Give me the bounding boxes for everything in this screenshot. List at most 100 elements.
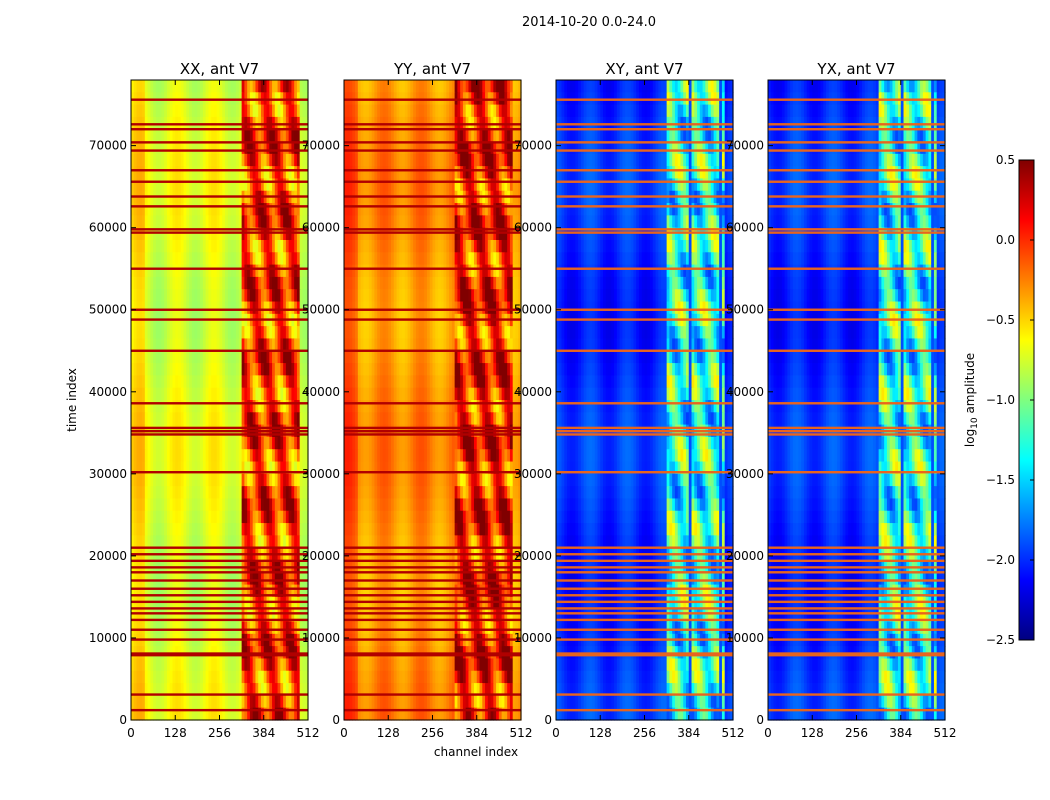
heatmap-cell	[236, 276, 240, 290]
heatmap-cell	[166, 153, 171, 167]
heatmap-cell	[211, 326, 215, 340]
heatmap-cell	[299, 104, 304, 118]
heatmap-cell	[164, 141, 168, 155]
heatmap-cell	[172, 215, 176, 229]
heatmap-cell	[244, 301, 248, 315]
heatmap-cell	[208, 178, 212, 192]
heatmap-cell	[230, 153, 234, 167]
heatmap-cell	[153, 363, 157, 376]
heatmap-cell	[202, 387, 207, 401]
heatmap-cell	[178, 510, 182, 524]
heatmap-cell	[255, 609, 259, 623]
heatmap-cell	[260, 166, 265, 180]
heatmap-cell	[153, 227, 157, 241]
heatmap-cell	[133, 350, 138, 364]
heatmap-cell	[244, 326, 248, 340]
heatmap-cell	[189, 289, 193, 303]
heatmap-cell	[164, 498, 168, 512]
heatmap-cell	[260, 104, 265, 118]
heatmap-cell	[288, 338, 293, 352]
heatmap-cell	[222, 510, 226, 524]
heatmap-cell	[211, 276, 215, 290]
heatmap-cell	[299, 252, 304, 266]
flagged-row	[131, 169, 308, 172]
heatmap-cell	[285, 178, 290, 192]
heatmap-cell	[194, 436, 198, 450]
heatmap-cell	[247, 141, 251, 155]
heatmap-cell	[258, 301, 262, 315]
heatmap-cell	[166, 523, 171, 536]
heatmap-cell	[269, 240, 273, 253]
heatmap-cell	[252, 203, 257, 216]
heatmap-cell	[227, 621, 232, 635]
heatmap-cell	[208, 412, 212, 426]
heatmap-cell	[252, 301, 257, 315]
heatmap-cell	[172, 436, 176, 450]
heatmap-cell	[249, 510, 254, 524]
heatmap-cell	[263, 584, 268, 598]
heatmap-cell	[142, 129, 146, 143]
heatmap-cell	[255, 153, 259, 167]
heatmap-cell	[144, 80, 149, 93]
heatmap-cell	[269, 227, 273, 241]
heatmap-cell	[219, 363, 223, 376]
heatmap-cell	[241, 510, 245, 524]
heatmap-cell	[172, 104, 176, 118]
flagged-row	[131, 123, 308, 126]
heatmap-cell	[283, 412, 287, 426]
heatmap-cell	[241, 289, 245, 303]
heatmap-cell	[178, 338, 182, 352]
heatmap-cell	[186, 523, 190, 536]
heatmap-cell	[236, 227, 240, 241]
heatmap-cell	[197, 129, 201, 143]
heatmap-cell	[211, 104, 215, 118]
heatmap-cell	[186, 498, 190, 512]
heatmap-cell	[233, 449, 237, 463]
heatmap-cell	[299, 203, 304, 216]
heatmap-cell	[263, 289, 268, 303]
heatmap-cell	[230, 104, 234, 118]
heatmap-cell	[230, 449, 234, 463]
heatmap-cell	[222, 523, 226, 536]
heatmap-cell	[225, 276, 229, 290]
heatmap-cell	[252, 486, 257, 500]
heatmap-cell	[283, 584, 287, 598]
heatmap-cell	[139, 461, 143, 475]
heatmap-cell	[213, 609, 218, 623]
heatmap-cell	[238, 363, 243, 376]
heatmap-cell	[161, 621, 165, 635]
heatmap-cell	[299, 621, 304, 635]
heatmap-cell	[161, 153, 165, 167]
heatmap-cell	[166, 375, 171, 389]
heatmap-cell	[205, 252, 210, 266]
heatmap-cell	[155, 436, 160, 450]
heatmap-cell	[285, 215, 290, 229]
heatmap-cell	[205, 498, 210, 512]
heatmap-cell	[175, 449, 179, 463]
heatmap-cell	[230, 215, 234, 229]
heatmap-cell	[249, 584, 254, 598]
heatmap-cell	[169, 363, 174, 376]
heatmap-cell	[200, 523, 204, 536]
heatmap-cell	[233, 240, 237, 253]
heatmap-cell	[299, 215, 304, 229]
heatmap-cell	[280, 166, 284, 180]
heatmap-cell	[139, 621, 143, 635]
heatmap-cell	[205, 227, 210, 241]
heatmap-cell	[139, 510, 143, 524]
heatmap-cell	[139, 141, 143, 155]
heatmap-cell	[164, 449, 168, 463]
heatmap-cell	[197, 436, 201, 450]
heatmap-cell	[233, 498, 237, 512]
heatmap-cell	[236, 350, 240, 364]
heatmap-cell	[274, 363, 279, 376]
heatmap-cell	[158, 166, 163, 180]
heatmap-cell	[155, 301, 160, 315]
heatmap-cell	[277, 276, 281, 290]
heatmap-cell	[208, 326, 212, 340]
heatmap-cell	[269, 609, 273, 623]
heatmap-cell	[258, 289, 262, 303]
heatmap-cell	[258, 572, 262, 586]
heatmap-cell	[263, 326, 268, 340]
heatmap-cell	[244, 412, 248, 426]
